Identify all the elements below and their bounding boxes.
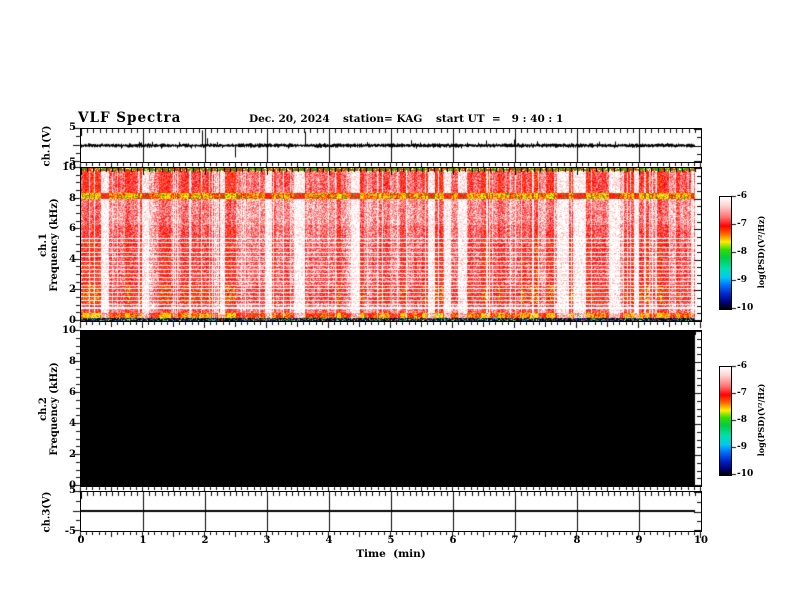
x-tick-label: 3 [263, 535, 271, 546]
colorbar-tick-label: -7 [737, 388, 747, 398]
time-axis-label: Time (min) [356, 548, 426, 560]
y-tick-label: 10 [62, 162, 76, 173]
y-tick-label: -5 [64, 157, 76, 168]
colorbar-ch2 [719, 366, 732, 476]
ch2-spectrogram-canvas [81, 331, 701, 486]
y-tick-label: 0 [69, 315, 76, 326]
ch2-frequency-axis-label: ch.2 Frequency (kHz) [38, 362, 60, 455]
date-label: Dec. 20, 2024 [249, 113, 330, 125]
colorbar-tick-label: -9 [737, 442, 747, 452]
x-tick-label: 7 [511, 535, 519, 546]
x-tick-label: 1 [139, 535, 147, 546]
y-tick-label: 5 [69, 485, 76, 496]
y-tick-label: 2 [69, 449, 76, 460]
ch1-spectrogram-canvas [81, 168, 701, 321]
y-tick-label: 6 [69, 223, 76, 235]
y-tick-label: 8 [69, 356, 76, 367]
y-tick-label: 5 [69, 122, 76, 133]
colorbar-tick-label: -6 [737, 361, 747, 371]
x-tick-label: 0 [77, 535, 85, 546]
colorbar-tick-label: -6 [737, 191, 747, 201]
x-tick-label: 4 [325, 535, 333, 546]
colorbar-tick-label: -9 [737, 275, 747, 285]
colorbar-tick-label: -7 [737, 219, 747, 229]
y-tick-label: -5 [64, 526, 76, 537]
ch2-spectrogram-panel [80, 330, 702, 487]
y-tick-label: 2 [69, 284, 76, 296]
ch1-waveform-canvas [81, 129, 701, 162]
ch1-waveform-panel [80, 128, 702, 163]
x-tick-label: 2 [201, 535, 209, 546]
x-tick-label: 10 [694, 535, 708, 546]
colorbar-ch1 [719, 196, 732, 310]
y-tick-label: 0 [69, 480, 76, 491]
ch1-spectrogram-panel [80, 167, 702, 322]
y-tick-label: 4 [69, 418, 76, 429]
ch1-frequency-axis-label: ch.1 Frequency (kHz) [38, 198, 60, 291]
start-ut-label: start UT = 9 : 40 : 1 [436, 113, 564, 125]
ch2-frequency-label: Frequency (kHz) [49, 362, 60, 456]
x-tick-label: 8 [573, 535, 581, 546]
colorbar-tick-label: -8 [737, 415, 747, 425]
y-tick-label: 8 [69, 192, 76, 204]
x-tick-label: 6 [449, 535, 457, 546]
colorbar-tick-label: -8 [737, 247, 747, 257]
y-tick-label: 6 [69, 387, 76, 398]
x-tick-label: 9 [635, 535, 643, 546]
colorbar-tick-label: -10 [737, 469, 754, 479]
x-tick-label: 5 [387, 535, 395, 546]
colorbar-tick-label: -10 [737, 303, 754, 313]
y-tick-label: 4 [69, 253, 76, 265]
ch1-frequency-label: Frequency (kHz) [49, 198, 60, 292]
ch3-waveform-panel [80, 491, 702, 532]
ch3-waveform-canvas [81, 492, 701, 531]
page-title: VLF Spectra [78, 110, 182, 126]
y-tick-label: 10 [62, 325, 76, 336]
station-label: station= KAG [343, 113, 423, 125]
